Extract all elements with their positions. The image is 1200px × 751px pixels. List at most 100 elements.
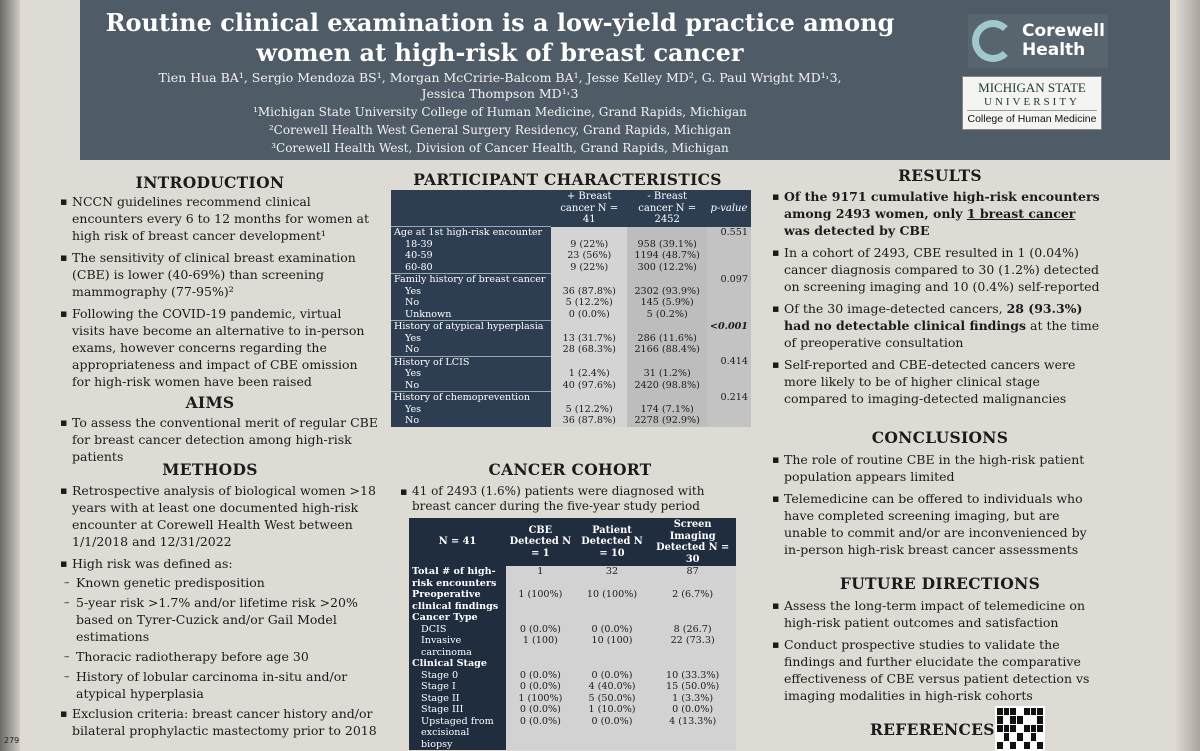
cancer-positive-value (551, 320, 628, 333)
row-label: 40-59 (391, 250, 551, 262)
cancer-negative-value: 5 (0.2%) (627, 308, 707, 321)
cancer-negative-value: 1194 (48.7%) (627, 250, 707, 262)
participant-characteristics-table: + Breast cancer N = 41 - Breast cancer N… (391, 190, 751, 427)
patient-value (575, 658, 650, 670)
imaging-value: 10 (33.3%) (666, 669, 720, 681)
intro-bullet: The sensitivity of clinical breast exami… (60, 249, 378, 300)
results-text: Of the 9171 cumulative high-risk encount… (784, 189, 1100, 221)
results-text: was detected by CBE (784, 223, 930, 238)
row-label: Family history of breast cancer (391, 273, 551, 286)
imaging-value: 1 (3.3%) (672, 692, 714, 704)
conclusions-bullet: Telemedicine can be offered to individua… (772, 490, 1100, 558)
row-label: History of chemoprevention (391, 391, 551, 404)
methods-bullet: Retrospective analysis of biological wom… (60, 482, 378, 550)
authors-line-2: Jessica Thompson MD¹˒3 (421, 86, 579, 101)
table-row: Unknown 0 (0.0%) 5 (0.2%) (391, 308, 751, 321)
p-value (706, 297, 751, 309)
results-bullets: Of the 9171 cumulative high-risk encount… (772, 188, 1100, 412)
methods-bullet: Exclusion criteria: breast cancer histor… (60, 705, 378, 739)
conclusions-heading: CONCLUSIONS (871, 428, 1009, 447)
cancer-negative-value: 286 (11.6%) (627, 332, 707, 344)
table-header-col1: + Breast cancer N = 41 (551, 190, 628, 227)
table-header-col2: - Breast cancer N = 2452 (627, 190, 707, 227)
cancer-negative-value (627, 320, 707, 333)
cohort-header-n: N = 41 (409, 518, 506, 566)
row-label: Clinical Stage (409, 658, 506, 670)
imaging-value: 8 (26.7) (673, 623, 712, 635)
p-value (706, 368, 751, 380)
cancer-negative-value (627, 226, 707, 239)
table-row: Yes 13 (31.7%) 286 (11.6%) (391, 332, 751, 344)
cancer-positive-value: 1 (2.4%) (551, 368, 628, 380)
patient-value: 4 (40.0%) (588, 681, 636, 692)
cancer-negative-value (627, 273, 707, 286)
table-row: History of atypical hyperplasia <0.001 (391, 320, 751, 333)
qr-code-icon[interactable] (995, 706, 1045, 751)
row-label: History of LCIS (391, 355, 551, 368)
row-label: Stage 0 (409, 669, 506, 681)
corewell-health-logo: Corewell Health (968, 14, 1108, 68)
row-label: Yes (391, 285, 551, 297)
cancer-positive-value: 9 (22%) (551, 238, 628, 250)
affiliation-3: ³Corewell Health West, Division of Cance… (271, 141, 729, 155)
cancer-positive-value: 23 (56%) (551, 250, 628, 262)
table-row: 60-80 9 (22%) 300 (12.2%) (391, 261, 751, 274)
imaging-value (649, 612, 736, 624)
cancer-positive-value: 0 (0.0%) (551, 308, 628, 321)
row-label: Unknown (391, 308, 551, 321)
cancer-positive-value (551, 391, 628, 404)
cancer-negative-value: 300 (12.2%) (627, 261, 707, 274)
table-row: Yes 5 (12.2%) 174 (7.1%) (391, 403, 751, 415)
patient-value: 10 (100) (591, 635, 633, 646)
p-value (706, 403, 751, 415)
row-label: DCIS (409, 623, 506, 635)
future-bullets: Assess the long-term impact of telemedic… (772, 597, 1100, 709)
cancer-negative-value: 174 (7.1%) (627, 403, 707, 415)
imaging-value: 22 (73.3) (670, 635, 715, 646)
results-bold: 28 (93.3%) had no detectable clinical fi… (784, 301, 1083, 333)
cancer-negative-value: 31 (1.2%) (627, 368, 707, 380)
table-row: Cancer Type (409, 612, 736, 624)
row-label: Upstaged from excisional biopsy (409, 715, 506, 750)
results-text: at the time of preoperative consultation (784, 318, 1100, 350)
p-value (706, 379, 751, 392)
logo-msu-line1: MICHIGAN STATE (978, 80, 1086, 95)
intro-bullet: Following the COVID-19 pandemic, virtual… (60, 305, 378, 390)
msu-logo: MICHIGAN STATE UNIVERSITY College of Hum… (962, 76, 1102, 130)
cbe-value: 1 (100%) (518, 692, 563, 704)
results-bullet-3: Of the 30 image-detected cancers, 28 (93… (772, 300, 1100, 351)
cancer-positive-value (551, 273, 628, 286)
cancer-negative-value: 145 (5.9%) (627, 297, 707, 309)
row-label: Yes (391, 403, 551, 415)
cbe-value: 0 (0.0%) (519, 669, 561, 681)
cancer-negative-value: 2166 (88.4%) (627, 344, 707, 356)
row-label: No (391, 297, 551, 309)
row-label: Yes (391, 368, 551, 380)
author-list: Tien Hua BA¹, Sergio Mendoza BS¹, Morgan… (95, 70, 905, 102)
imaging-value: 4 (13.3%) (669, 715, 717, 727)
cbe-value (506, 658, 575, 670)
imaging-value: 87 (686, 566, 699, 577)
table-row: History of LCIS 0.414 (391, 355, 751, 368)
cancer-positive-value: 28 (68.3%) (551, 344, 628, 356)
table-row: Total # of high-risk encounters 1 32 87 (409, 566, 736, 589)
logo-corewell-word: Corewell (1022, 21, 1105, 41)
aims-bullets: To assess the conventional merit of regu… (60, 414, 378, 470)
methods-bullets: Retrospective analysis of biological wom… (60, 482, 378, 744)
cohort-intro-bullet: 41 of 2493 (1.6%) patients were diagnose… (400, 484, 740, 514)
p-value (706, 332, 751, 344)
results-text: Of the 30 image-detected cancers, (784, 301, 1007, 316)
cancer-negative-value: 2302 (93.9%) (627, 285, 707, 297)
row-label: No (391, 415, 551, 427)
cancer-cohort-table: N = 41 CBE Detected N = 1 Patient Detect… (409, 518, 736, 750)
future-bullet: Assess the long-term impact of telemedic… (772, 597, 1100, 631)
row-label: Stage I (409, 681, 506, 693)
row-label: No (391, 379, 551, 392)
methods-sub-bullet: 5-year risk >1.7% and/or lifetime risk >… (60, 594, 378, 645)
row-label: Age at 1st high-risk encounter (391, 226, 551, 239)
cohort-intro: 41 of 2493 (1.6%) patients were diagnose… (400, 484, 740, 519)
imaging-value: 2 (6.7%) (672, 589, 714, 600)
patient-value: 32 (605, 566, 619, 577)
table-row: Age at 1st high-risk encounter 0.551 (391, 226, 751, 239)
cancer-positive-value: 36 (87.8%) (551, 285, 628, 297)
